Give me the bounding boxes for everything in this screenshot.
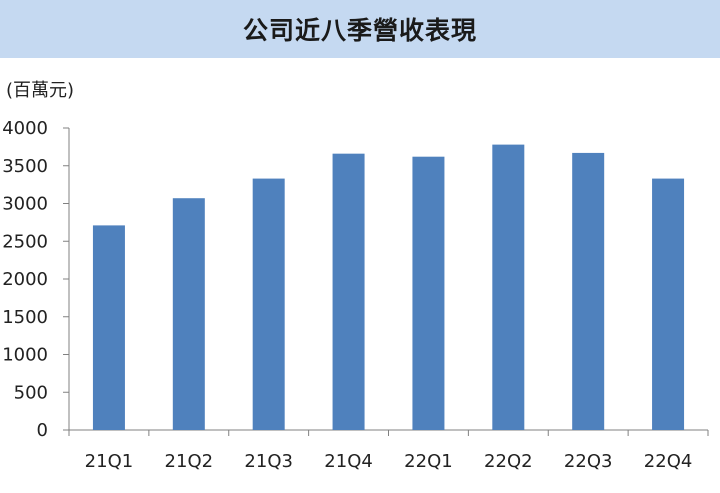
y-tick-label: 500 — [14, 382, 48, 403]
y-tick-label: 4000 — [2, 118, 48, 139]
x-tick-label: 22Q4 — [644, 451, 693, 472]
bar-22q1 — [412, 156, 445, 430]
y-tick-label: 0 — [37, 420, 48, 441]
bar-21q1 — [92, 225, 125, 430]
y-tick-label: 2500 — [2, 231, 48, 252]
x-tick-label: 21Q4 — [324, 451, 373, 472]
y-tick-label: 1000 — [2, 345, 48, 366]
chart-title: 公司近八季營收表現 — [242, 16, 477, 45]
x-tick-label: 22Q3 — [564, 451, 613, 472]
x-tick-label: 21Q1 — [85, 451, 134, 472]
x-tick-label: 21Q2 — [165, 451, 214, 472]
bar-22q3 — [572, 152, 605, 431]
x-tick-label: 22Q2 — [484, 451, 533, 472]
bar-21q4 — [332, 153, 365, 431]
y-axis-unit-label: (百萬元) — [6, 80, 75, 101]
y-tick-label: 3000 — [2, 194, 48, 215]
bar-22q4 — [652, 178, 685, 430]
y-tick-label: 1500 — [2, 307, 48, 328]
y-tick-label: 2000 — [2, 269, 48, 290]
bar-21q2 — [172, 198, 205, 430]
x-tick-label: 21Q3 — [244, 451, 293, 472]
title-bar: 公司近八季營收表現 — [0, 0, 720, 58]
bar-22q2 — [492, 144, 525, 431]
bar-21q3 — [252, 178, 285, 430]
x-tick-label: 22Q1 — [404, 451, 453, 472]
y-tick-label: 3500 — [2, 156, 48, 177]
